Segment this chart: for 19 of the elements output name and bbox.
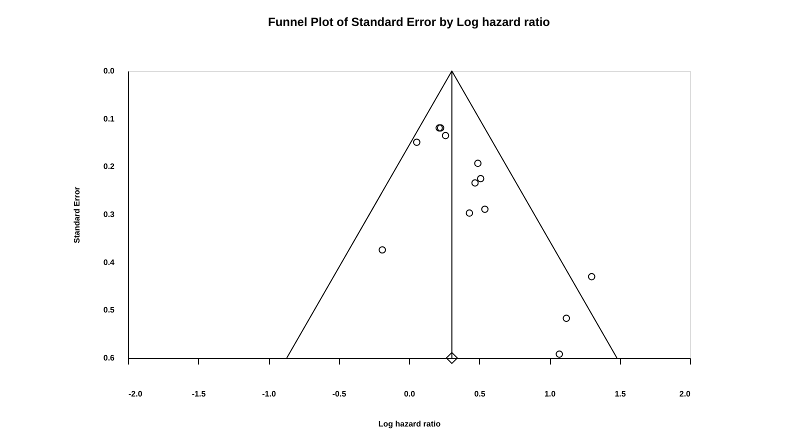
x-tick-label: -2.0 <box>128 390 143 398</box>
x-tick-label: 0.5 <box>474 390 486 398</box>
y-tick-label: 0.0 <box>103 66 116 76</box>
x-tick-label: 1.5 <box>614 390 626 398</box>
x-tick-label: 2.0 <box>679 390 692 398</box>
x-tick-label: -1.5 <box>192 390 206 398</box>
chart-title: Funnel Plot of Standard Error by Log hazard ratio <box>268 15 550 29</box>
y-tick-label: 0.3 <box>103 210 116 219</box>
y-tick-label: 0.2 <box>103 162 116 172</box>
x-tick-label: -1.0 <box>262 390 276 398</box>
x-tick-label: 1.0 <box>544 390 556 398</box>
y-tick-label: 0.4 <box>103 258 116 267</box>
y-tick-label: 0.5 <box>103 306 116 315</box>
y-tick-label: 0.1 <box>103 114 116 124</box>
y-axis-title: Standard Error <box>72 186 82 244</box>
y-tick-label: 0.6 <box>103 354 116 362</box>
x-axis-title: Log hazard ratio <box>378 420 441 428</box>
x-tick-label: 0.0 <box>404 390 416 398</box>
x-tick-label: -0.5 <box>332 390 347 398</box>
